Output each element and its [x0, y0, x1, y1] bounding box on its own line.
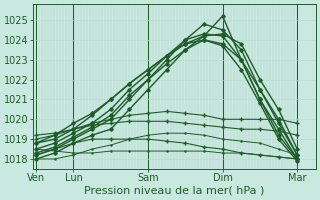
- X-axis label: Pression niveau de la mer( hPa ): Pression niveau de la mer( hPa ): [84, 186, 265, 196]
